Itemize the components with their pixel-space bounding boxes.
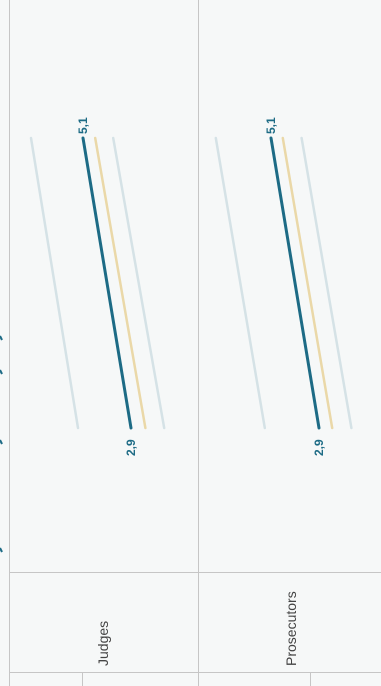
other-series-line (300, 136, 353, 430)
edge-tick (0, 335, 3, 341)
start-value-label: 5,1 (264, 117, 278, 134)
highlight-line (269, 136, 321, 430)
panel-label: Judges (95, 621, 111, 666)
panel-prosecutors: 5,1 2,9 Prosecutors (214, 117, 353, 666)
end-value-label: 2,9 (124, 439, 138, 456)
start-value-label: 5,1 (76, 117, 90, 134)
edge-tick (0, 439, 3, 445)
other-series-line (111, 136, 166, 430)
panel-judges: 5,1 2,9 Judges (29, 117, 166, 666)
panel-label: Prosecutors (283, 591, 299, 666)
edge-tick (0, 369, 3, 375)
chart-panels: 5,1 2,9 Judges 5,1 2,9 Prosecutors (29, 117, 353, 666)
comparison-line (93, 136, 147, 430)
other-series-line (29, 136, 80, 430)
end-value-label: 2,9 (312, 439, 326, 456)
edge-tick (0, 547, 3, 553)
highlight-line (81, 136, 133, 430)
comparison-line (281, 136, 334, 430)
other-series-line (214, 136, 267, 430)
